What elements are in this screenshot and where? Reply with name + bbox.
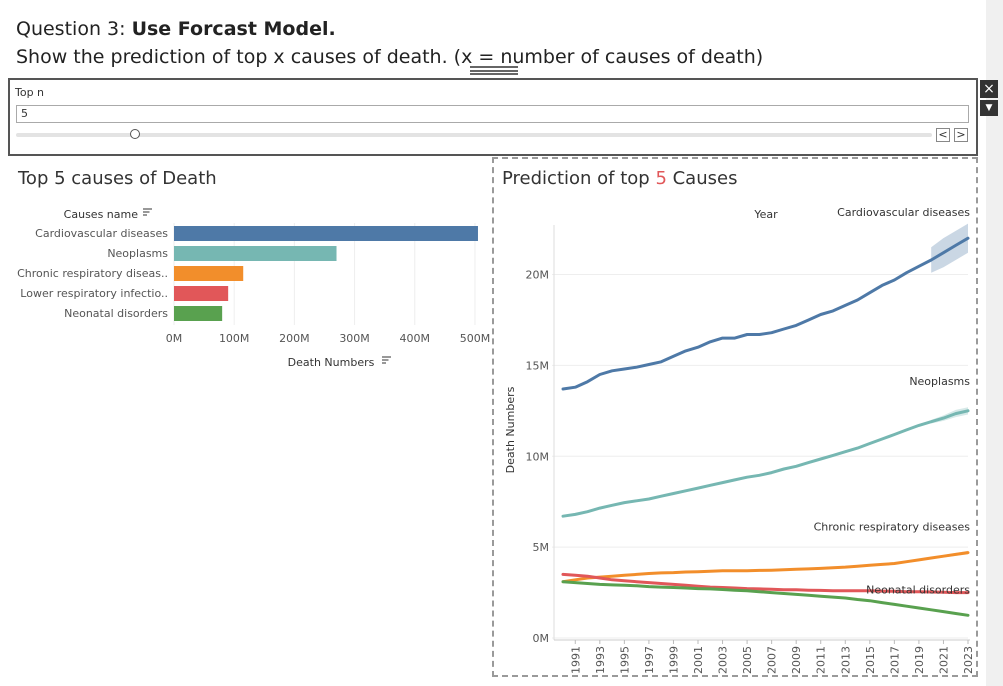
next-step-button[interactable]: > <box>954 128 968 142</box>
x-tick-label: 2005 <box>741 646 754 674</box>
bar-chart-title: Top 5 causes of Death <box>18 168 217 189</box>
category-label: Lower respiratory infectio.. <box>20 287 168 300</box>
series-line <box>561 572 970 595</box>
x-tick-label: 1993 <box>594 646 607 674</box>
y-tick-label: 10M <box>526 450 550 463</box>
top-causes-bar-chart: Causes name 0M 100M 200M 300M 400M 500M Cardiov… <box>17 208 491 369</box>
x-tick-label: 500M <box>460 332 491 345</box>
chevron-down-icon[interactable]: ▼ <box>980 100 998 116</box>
x-tick-label: 1997 <box>643 646 656 674</box>
x-tick-label: 100M <box>219 332 250 345</box>
x-tick-label: 200M <box>279 332 310 345</box>
question-bold: Use Forcast Model. <box>131 18 336 40</box>
series-line <box>561 551 970 584</box>
x-tick-label: 2003 <box>717 646 730 674</box>
category-header: Causes name <box>64 208 139 221</box>
question-prefix: Question 3: <box>16 18 132 40</box>
series-line <box>561 236 970 391</box>
x-tick-label: 2021 <box>937 646 950 674</box>
bar <box>174 266 244 281</box>
x-tick-label: 2007 <box>766 646 779 674</box>
category-label: Neoplasms <box>107 247 168 260</box>
x-tick-label: 1995 <box>618 646 631 674</box>
category-label: Neonatal disorders <box>64 307 168 320</box>
x-tick-label: 2011 <box>815 646 828 674</box>
y-tick-label: 0M <box>533 632 550 645</box>
top-axis-label: Year <box>753 208 778 221</box>
x-tick-label: 2019 <box>913 646 926 674</box>
category-label: Cardiovascular diseases <box>35 227 168 240</box>
line-chart-title-prefix: Prediction of top <box>502 168 656 189</box>
x-tick-label: 2013 <box>839 646 852 674</box>
x-tick-label: 2023 <box>962 646 975 674</box>
series-label: Chronic respiratory diseases <box>814 521 971 534</box>
bar <box>174 246 337 261</box>
line-chart-title-suffix: Causes <box>666 168 738 189</box>
series-label: Cardiovascular diseases <box>837 206 970 219</box>
drag-handle-icon[interactable] <box>470 66 518 75</box>
series-label: Neonatal disorders <box>866 583 970 596</box>
x-tick-label: 300M <box>339 332 370 345</box>
top-n-input[interactable]: 5 <box>16 105 969 123</box>
sort-icon <box>382 356 391 364</box>
series-label: Neoplasms <box>909 375 970 388</box>
line-chart-title: Prediction of top 5 Causes <box>502 168 737 189</box>
x-tick-label: 2015 <box>864 646 877 674</box>
prediction-panel <box>492 157 978 677</box>
y-tick-label: 15M <box>526 359 550 372</box>
prediction-line-chart: Year 0M 5M 10M 15M 20M Death Numbers 1991 1993 19… <box>504 206 975 674</box>
x-tick-label: 0M <box>166 332 183 345</box>
x-tick-label: 2017 <box>888 646 901 674</box>
x-tick-label: 2009 <box>790 646 803 674</box>
x-axis-label: Death Numbers <box>288 356 375 369</box>
top-n-parameter-control: Top n 5 < > <box>8 78 978 156</box>
x-tick-label: 1999 <box>667 646 680 674</box>
sort-icon <box>143 208 152 216</box>
y-axis-label: Death Numbers <box>504 386 517 473</box>
prev-step-button[interactable]: < <box>936 128 950 142</box>
top-n-slider-track[interactable] <box>16 133 932 137</box>
question-description: Show the prediction of top x causes of d… <box>16 46 764 68</box>
top-n-slider-thumb[interactable] <box>130 129 141 139</box>
series-line <box>561 409 970 518</box>
bar <box>174 226 478 241</box>
y-tick-label: 5M <box>533 541 550 554</box>
x-tick-label: 400M <box>400 332 431 345</box>
line-chart-title-n: 5 <box>655 168 667 189</box>
x-tick-label: 2001 <box>692 646 705 674</box>
series-line <box>561 580 970 617</box>
y-tick-label: 20M <box>526 269 550 282</box>
category-label: Chronic respiratory diseas.. <box>17 267 168 280</box>
question-title: Question 3: Use Forcast Model. <box>16 18 336 40</box>
x-tick-label: 1991 <box>569 646 582 674</box>
parameter-title: Top n <box>15 86 45 99</box>
bar <box>174 306 223 321</box>
bar <box>174 286 229 301</box>
close-icon[interactable]: × <box>980 80 998 98</box>
